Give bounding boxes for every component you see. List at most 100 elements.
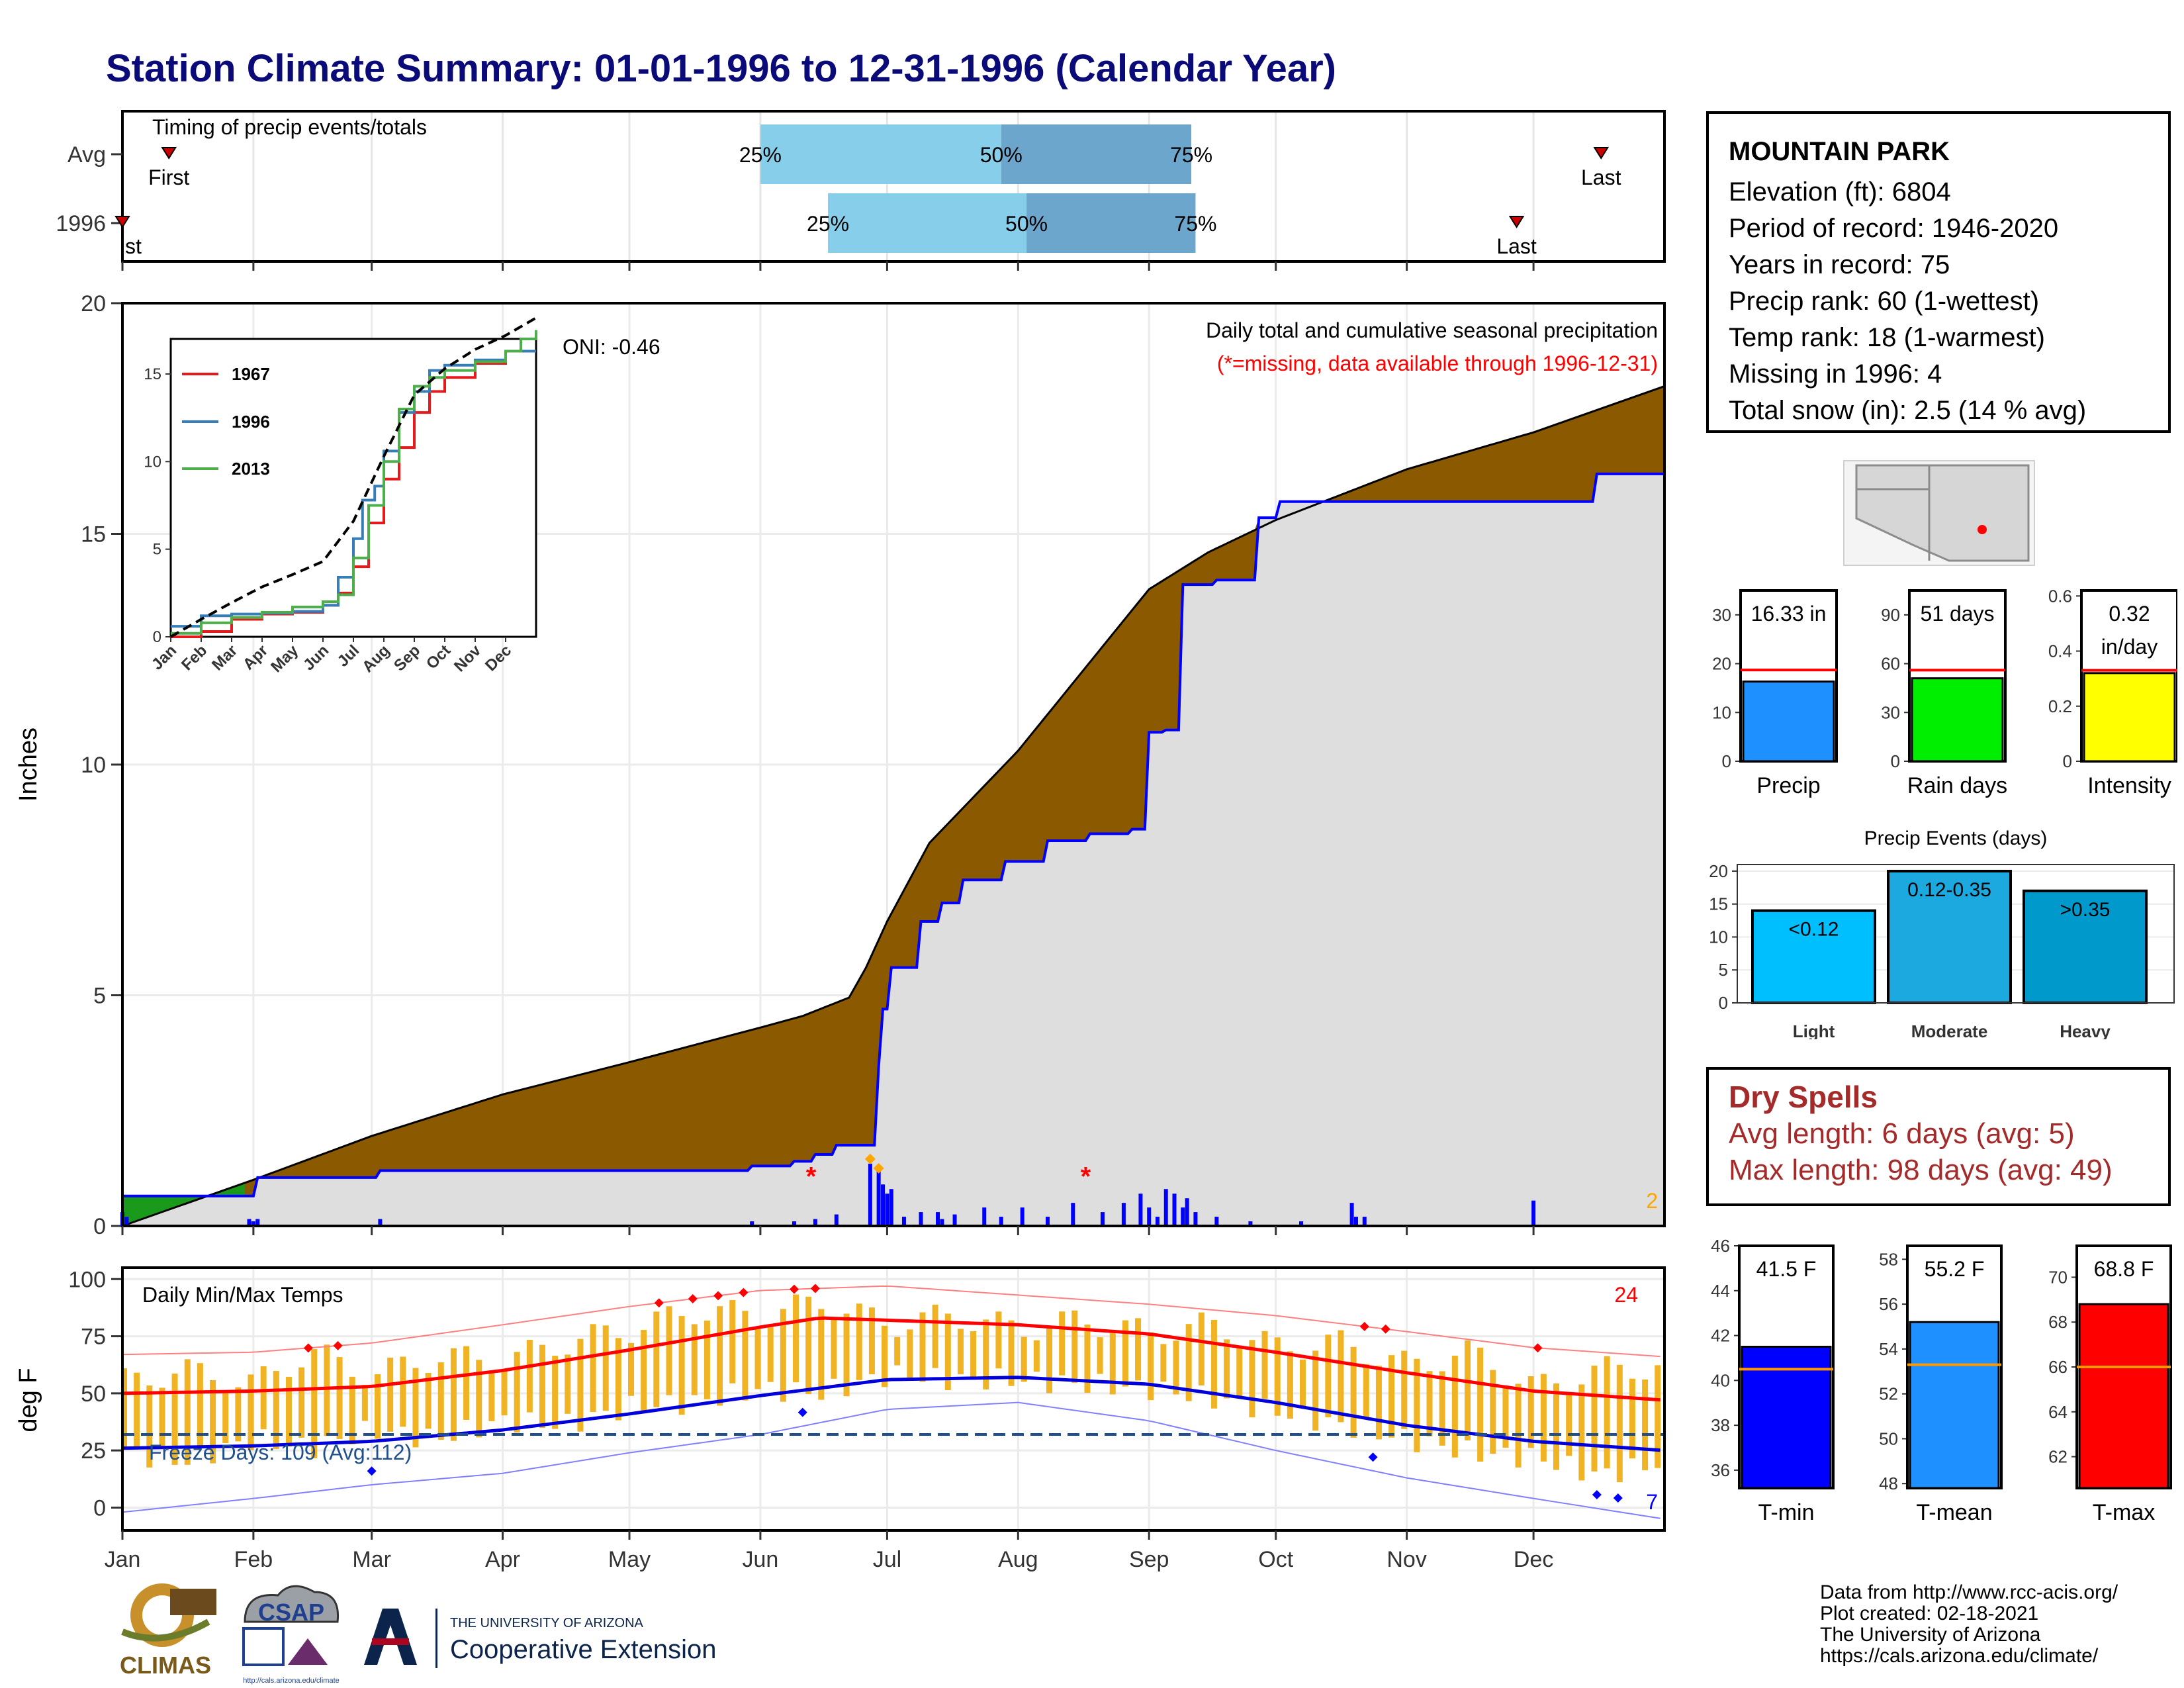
stat-y-tick-label: 54 (1879, 1339, 1898, 1359)
daily-temp-bar (792, 1294, 799, 1383)
daily-temp-bar (1338, 1330, 1344, 1423)
daily-precip-bar (952, 1214, 957, 1226)
daily-temp-bar (1312, 1350, 1319, 1431)
event-bar-label: <0.12 (1789, 919, 1839, 941)
record-high-marker (688, 1293, 698, 1303)
daily-temp-bar (1527, 1376, 1534, 1448)
inset-average-line (170, 316, 537, 638)
stat-category-label: T-mean (1916, 1500, 1992, 1525)
precip-stats-chart: 0 10 20 30 16.33 in Precip 0 30 60 90 51 days Rain … (1712, 586, 2177, 798)
last-label: Last (1581, 165, 1621, 189)
daily-temp-bar (222, 1392, 229, 1444)
daily-temp-bar (1426, 1371, 1433, 1436)
daily-temp-bar (1300, 1359, 1306, 1407)
month-label: Apr (485, 1547, 520, 1572)
inset-y-tick-label: 10 (144, 453, 161, 471)
daily-temp-bar (235, 1387, 242, 1442)
daily-temp-bar (957, 1329, 964, 1375)
daily-precip-bar (889, 1189, 893, 1226)
stat-y-tick-label: 0 (1891, 751, 1900, 771)
record-min-line (122, 1401, 1661, 1519)
temp-y-tick-label: 100 (68, 1267, 106, 1292)
daily-temp-bar (894, 1336, 901, 1366)
record-high-marker (1359, 1321, 1369, 1331)
record-high-marker (739, 1288, 749, 1297)
daily-precip-bar (813, 1219, 817, 1226)
daily-temp-bar (1401, 1350, 1408, 1429)
daily-temp-bar (248, 1374, 254, 1450)
daily-temp-bar (1642, 1379, 1649, 1471)
first-label: st (125, 234, 142, 258)
daily-temp-bar (1604, 1356, 1610, 1469)
precip-events-chart: Precip Events (days) 0 5 10 15 20 <0.12 Light 0.… (1709, 827, 2175, 1039)
daily-temp-bar (944, 1313, 951, 1391)
daily-temp-bar (159, 1387, 165, 1448)
record-high-marker (333, 1340, 343, 1350)
daily-precip-bar (1248, 1221, 1253, 1226)
record-low-count: 7 (1646, 1490, 1658, 1514)
stat-y-tick-label: 70 (2048, 1267, 2068, 1287)
daily-temp-bar (641, 1330, 647, 1413)
dry-spells-max: Max length: 98 days (avg: 49) (1729, 1154, 2113, 1186)
temp-chart-title: Daily Min/Max Temps (142, 1283, 343, 1307)
events-title: Precip Events (days) (1864, 827, 2048, 849)
event-category-label: Moderate (1911, 1021, 1988, 1039)
daily-temp-bar (1616, 1364, 1623, 1483)
daily-temp-bar (1249, 1340, 1255, 1418)
daily-temp-bar (882, 1325, 888, 1387)
daily-temp-bar (1375, 1366, 1382, 1440)
record-low-marker (1592, 1489, 1602, 1499)
event-bar-moderate (1887, 869, 2012, 1004)
stat-y-tick-label: 64 (2048, 1402, 2068, 1422)
temp-y-tick-label: 75 (81, 1325, 106, 1350)
month-label: Nov (1387, 1547, 1426, 1572)
daily-temp-bar (311, 1349, 318, 1459)
daily-temp-bar (843, 1313, 850, 1397)
observed-cumulative-area (122, 473, 1664, 1226)
stat-y-tick-label: 0 (2063, 751, 2072, 771)
daily-precip-bar (1193, 1212, 1198, 1226)
observed-cumulative-line (122, 472, 1664, 1197)
precip-chart-subtitle: (*=missing, data available through 1996-… (1217, 352, 1658, 375)
legend-label: 2013 (232, 459, 270, 479)
daily-temp-bar (324, 1344, 330, 1436)
daily-temp-bar (907, 1329, 913, 1381)
temp-y-tick-label: 50 (81, 1382, 106, 1407)
stat-bar-Precip (1742, 680, 1835, 763)
daily-temp-bar (1198, 1312, 1205, 1385)
daily-temp-bar (577, 1338, 584, 1432)
daily-precip-bar (1071, 1203, 1075, 1226)
daily-temp-bar (666, 1306, 672, 1395)
csap-logo-text: CSAP (258, 1599, 324, 1626)
timing-chart: Timing of precip events/totals Avg 25% 50% 7… (56, 110, 1666, 271)
daily-precip-bar (1100, 1212, 1105, 1226)
daily-precip-bar (1138, 1194, 1143, 1226)
events-y-tick-label: 15 (1709, 894, 1728, 914)
month-label: Feb (234, 1547, 273, 1572)
daily-temp-bar (412, 1368, 419, 1448)
climas-logo-text: CLIMAS (120, 1652, 211, 1679)
events-y-tick-label: 10 (1709, 927, 1728, 947)
temp-chart: 0 25 50 75 100 Daily Min/Max Temps Freeze Days… (15, 1266, 1666, 1572)
precip-frame (121, 302, 1666, 1227)
daily-precip-bar (834, 1214, 839, 1226)
daily-temp-bar (1135, 1318, 1142, 1381)
daily-precip-bar (1172, 1194, 1177, 1226)
daily-temp-bar (437, 1362, 444, 1440)
daily-temp-bar (1148, 1332, 1154, 1401)
daily-temp-bar (450, 1348, 457, 1441)
timing-box-lower (828, 193, 1027, 253)
daily-temp-bar (501, 1370, 508, 1416)
legend-label: 1967 (232, 364, 270, 384)
stat-y-tick-label: 60 (1881, 654, 1900, 674)
month-label: Aug (998, 1547, 1038, 1572)
daily-precip-bar (255, 1219, 260, 1226)
daily-temp-bar (1515, 1383, 1522, 1468)
daily-temp-bar (1490, 1370, 1496, 1454)
stat-value-label: 51 days (1920, 602, 1994, 626)
daily-temp-bar (197, 1363, 203, 1446)
daily-temp-bar (1566, 1391, 1572, 1456)
daily-temp-bar (1236, 1348, 1243, 1399)
stat-y-tick-label: 42 (1711, 1326, 1730, 1346)
y-tick-label: 15 (81, 522, 106, 547)
